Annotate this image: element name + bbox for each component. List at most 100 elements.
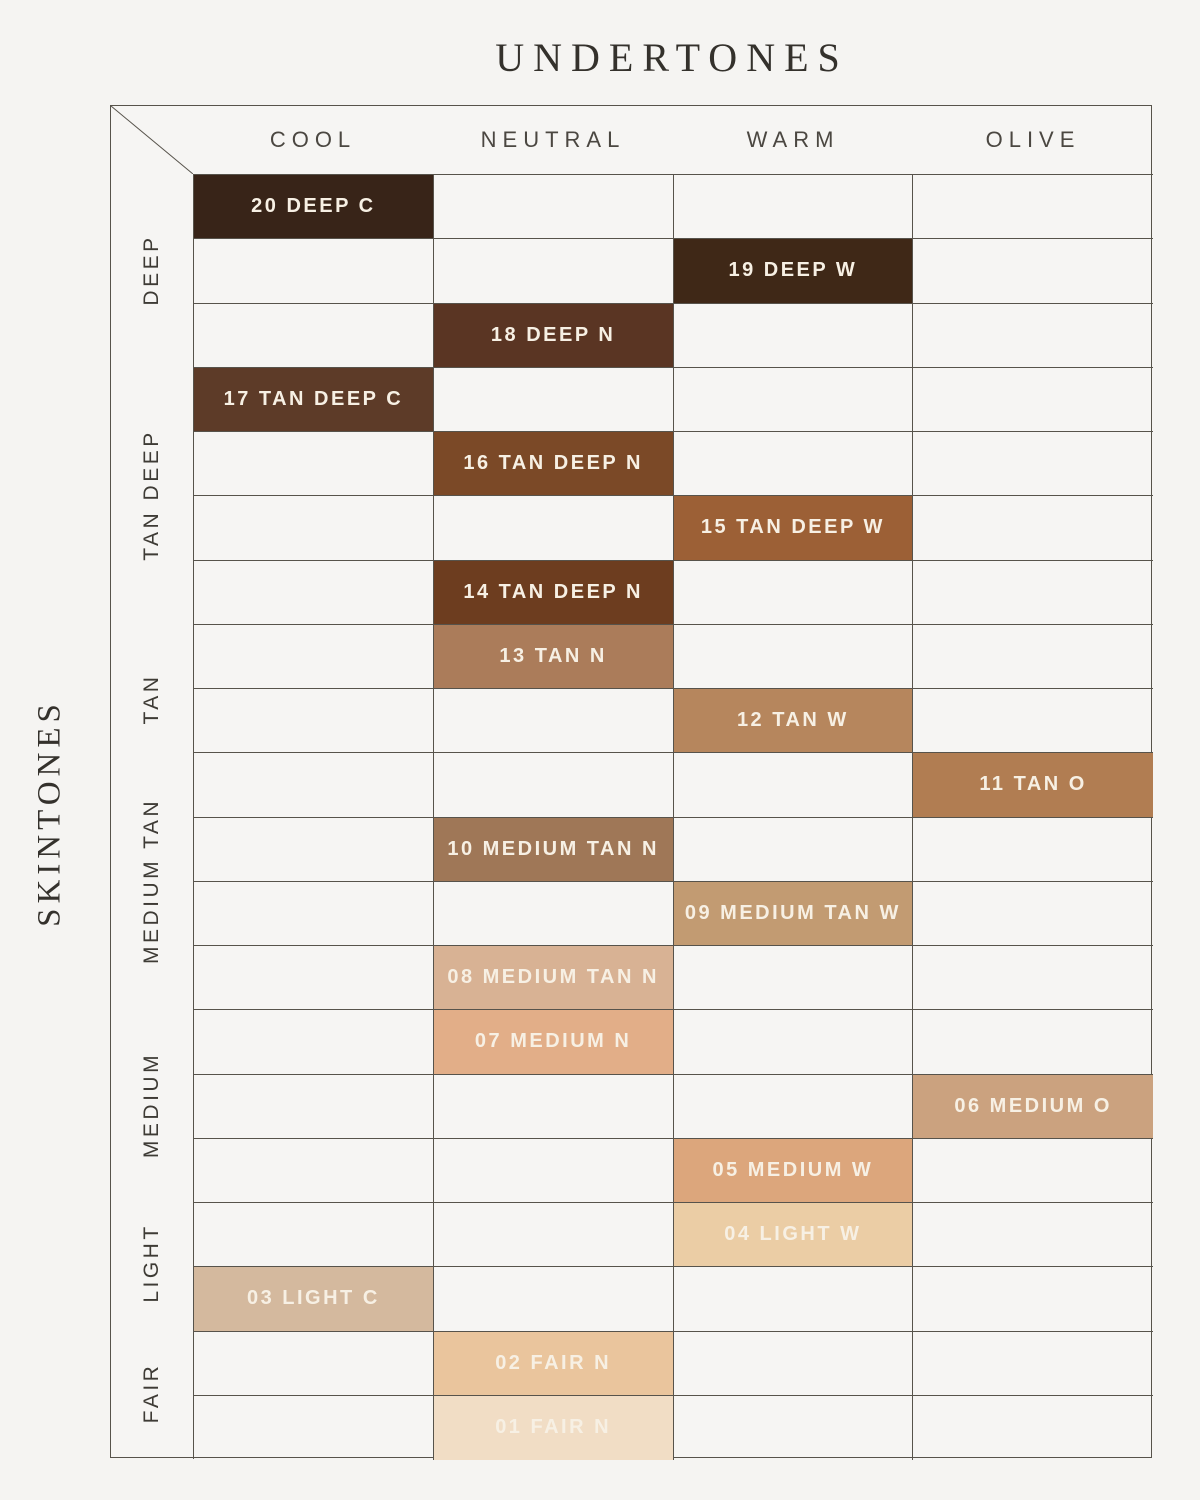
- shade-cell-empty: [674, 560, 914, 624]
- skintone-label-column: DEEP TAN DEEP TAN MEDIUM TAN MEDIUM LIGHT FAIR: [111, 106, 193, 1457]
- shade-row: 06 MEDIUM O: [194, 1074, 1153, 1139]
- shade-cell-empty: [913, 175, 1153, 238]
- shade-cell-empty: [913, 1396, 1153, 1460]
- shade-cell: 12 TAN W: [673, 689, 914, 753]
- shade-row: 12 TAN W: [194, 689, 1153, 754]
- shade-cell-empty: [674, 1331, 914, 1395]
- shade-label: 18 DEEP N: [490, 323, 616, 346]
- shade-cell: 04 LIGHT W: [673, 1203, 914, 1267]
- shade-row: 13 TAN N: [194, 624, 1153, 689]
- shade-cell-empty: [674, 753, 914, 817]
- shade-cell-empty: [674, 1074, 914, 1138]
- shade-cell-empty: [913, 368, 1153, 431]
- shade-cell: 09 MEDIUM TAN W: [673, 881, 914, 945]
- shade-cell: 10 MEDIUM TAN N: [433, 817, 674, 881]
- undertone-column-header: WARM: [746, 127, 840, 152]
- shade-cell-empty: [913, 1267, 1153, 1330]
- shade-cell-empty: [194, 946, 434, 1010]
- shade-label: 06 MEDIUM O: [954, 1094, 1112, 1117]
- shade-cell-empty: [913, 304, 1153, 367]
- shade-row: 17 TAN DEEP C: [194, 367, 1153, 432]
- skintone-group-label: MEDIUM TAN: [140, 797, 163, 965]
- shade-cell-empty: [194, 1010, 434, 1074]
- shade-cell-empty: [913, 1332, 1153, 1395]
- shade-cell-empty: [913, 1203, 1153, 1266]
- shade-row: 05 MEDIUM W: [194, 1138, 1153, 1203]
- corner-diagonal-line: [111, 106, 193, 174]
- shade-cell: 03 LIGHT C: [194, 1267, 434, 1331]
- shade-cell-empty: [674, 946, 914, 1010]
- skintone-group-label: FAIR: [140, 1362, 163, 1424]
- shade-cell-empty: [913, 625, 1153, 688]
- shade-cell-empty: [913, 946, 1153, 1009]
- shade-label: 15 TAN DEEP W: [700, 516, 885, 539]
- shade-cell-empty: [674, 817, 914, 881]
- shade-cell-empty: [194, 624, 434, 688]
- skintone-group-label: MEDIUM: [140, 1051, 163, 1159]
- chart-title: UNDERTONES: [495, 35, 849, 80]
- undertone-column-header: COOL: [269, 127, 357, 152]
- shade-cell-empty: [674, 1267, 914, 1331]
- shade-cell-empty: [194, 560, 434, 624]
- shade-cell-empty: [434, 1074, 674, 1138]
- shade-cell-empty: [674, 432, 914, 496]
- shade-cell: 16 TAN DEEP N: [433, 432, 674, 496]
- shade-cell-empty: [674, 175, 914, 239]
- shade-row: 04 LIGHT W: [194, 1203, 1153, 1268]
- shade-cell: 02 FAIR N: [433, 1331, 674, 1395]
- shade-cell-empty: [194, 496, 434, 560]
- shade-row: 20 DEEP C: [194, 175, 1153, 240]
- shade-label: 07 MEDIUM N: [474, 1030, 632, 1053]
- shade-label: 02 FAIR N: [495, 1351, 612, 1374]
- shade-cell: 05 MEDIUM W: [673, 1138, 914, 1202]
- shade-row: 15 TAN DEEP W: [194, 496, 1153, 561]
- shade-cell-empty: [194, 881, 434, 945]
- shade-cell-empty: [194, 239, 434, 303]
- shade-label: 13 TAN N: [499, 644, 607, 667]
- shade-label: 14 TAN DEEP N: [463, 580, 643, 603]
- shade-cell-empty: [434, 1138, 674, 1202]
- shade-cell-empty: [674, 367, 914, 431]
- shade-cell: 13 TAN N: [433, 624, 674, 688]
- shade-row: 18 DEEP N: [194, 303, 1153, 368]
- shade-cell-empty: [434, 1267, 674, 1331]
- shade-cell-empty: [674, 303, 914, 367]
- shade-label: 05 MEDIUM W: [712, 1158, 874, 1181]
- shade-row: 07 MEDIUM N: [194, 1010, 1153, 1075]
- shade-cell-empty: [194, 1395, 434, 1460]
- shade-cell-empty: [194, 689, 434, 753]
- shade-row: 14 TAN DEEP N: [194, 560, 1153, 625]
- shade-cell-empty: [913, 239, 1153, 302]
- shade-cell-empty: [913, 496, 1153, 559]
- shade-cell-empty: [194, 303, 434, 367]
- shade-cell-empty: [913, 561, 1153, 624]
- shade-row: 16 TAN DEEP N: [194, 432, 1153, 497]
- shade-row: 08 MEDIUM TAN N: [194, 946, 1153, 1011]
- shade-cell-empty: [434, 496, 674, 560]
- shade-row: 03 LIGHT C: [194, 1267, 1153, 1332]
- shade-grid: 20 DEEP C 19 DEEP W 18 DEEP N 17 TAN DEEP C…: [193, 174, 1153, 1460]
- shade-cell: 11 TAN O: [913, 753, 1153, 817]
- skintone-group-label: LIGHT: [140, 1223, 163, 1303]
- shade-row: 01 FAIR N: [194, 1395, 1153, 1460]
- shade-cell-empty: [674, 1010, 914, 1074]
- shade-cell: 08 MEDIUM TAN N: [433, 946, 674, 1010]
- shade-row: 02 FAIR N: [194, 1331, 1153, 1396]
- shade-matrix-table: COOL NEUTRAL WARM OLIVE DEEP TAN DEEP TAN MEDI…: [110, 105, 1153, 1460]
- shade-cell: 18 DEEP N: [433, 303, 674, 367]
- shade-cell-empty: [194, 817, 434, 881]
- shade-label: 16 TAN DEEP N: [463, 452, 643, 475]
- shade-cell-empty: [194, 753, 434, 817]
- shade-label: 03 LIGHT C: [246, 1287, 380, 1310]
- shade-label: 12 TAN W: [736, 709, 849, 732]
- shade-label: 08 MEDIUM TAN N: [447, 966, 659, 989]
- shade-label: 01 FAIR N: [495, 1416, 612, 1439]
- shade-cell-empty: [434, 239, 674, 303]
- shade-cell-empty: [674, 624, 914, 688]
- shade-cell-empty: [913, 1139, 1153, 1202]
- shade-cell: 20 DEEP C: [194, 175, 434, 239]
- shade-cell-empty: [913, 882, 1153, 945]
- undertone-column-header: OLIVE: [985, 127, 1081, 152]
- skintone-group-label: DEEP: [140, 234, 163, 306]
- shade-cell-empty: [913, 689, 1153, 752]
